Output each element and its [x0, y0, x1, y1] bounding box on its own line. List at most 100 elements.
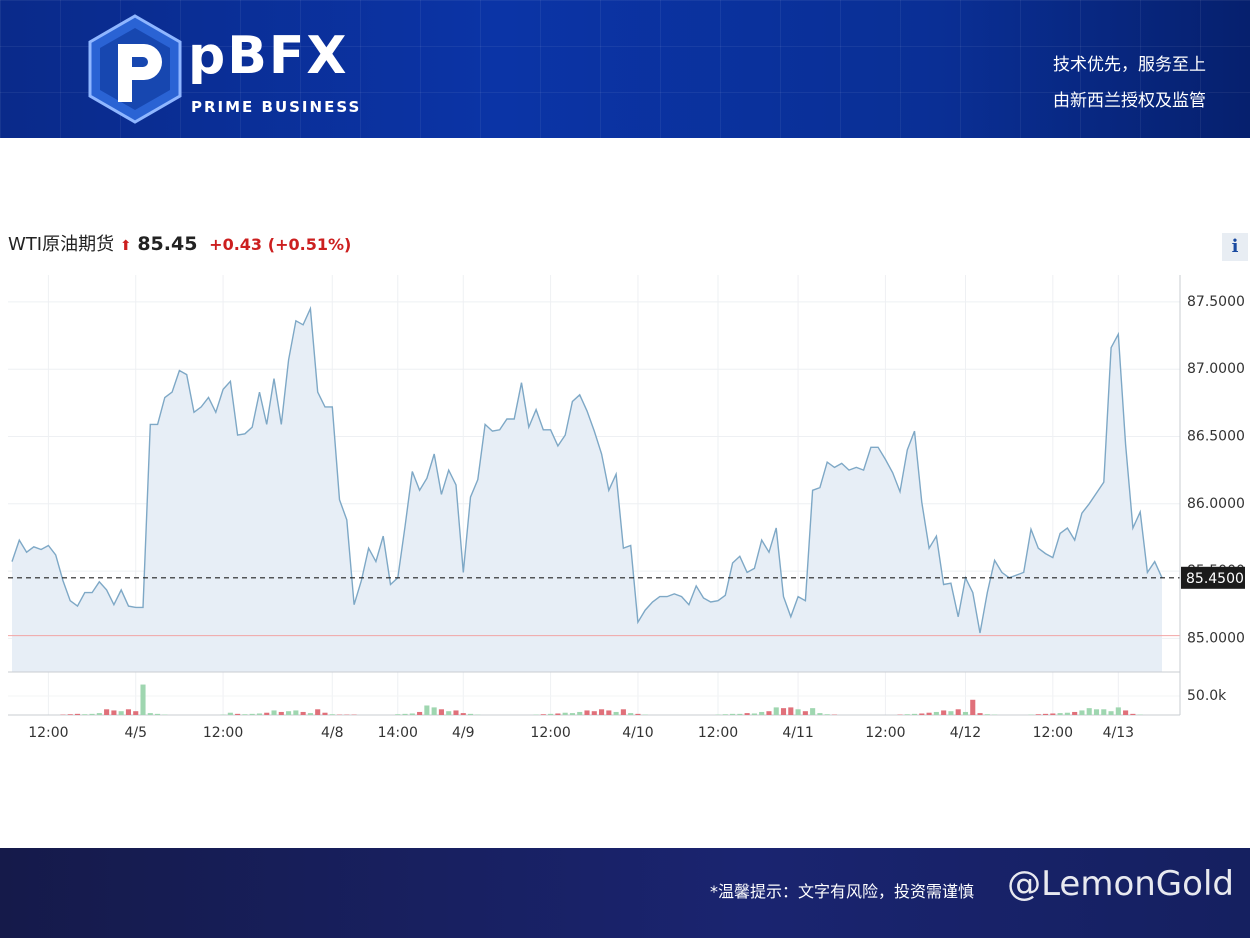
y-tick-label: 87.5000 [1187, 294, 1245, 310]
header: pBFX PRIME BUSINESS 技术优先，服务至上 由新西兰授权及监管 [0, 0, 1250, 138]
quote: WTI原油期货 ⬆ 85.45 +0.43 (+0.51%) [8, 230, 351, 256]
volume-bar [984, 714, 990, 715]
volume-bar [948, 711, 954, 715]
area [12, 308, 1162, 672]
volume-bar [140, 684, 146, 715]
volume-bar [271, 710, 277, 715]
volume-bar [904, 714, 910, 715]
volume-bar [1086, 708, 1092, 715]
volume-bar [911, 713, 918, 715]
volume-bar [941, 710, 947, 715]
volume-bar [817, 713, 823, 715]
volume-bar [315, 709, 321, 715]
volume-bar [89, 713, 95, 715]
volume-bar [1072, 711, 1078, 715]
x-tick-label: 12:00 [530, 725, 570, 741]
volume-bar [955, 709, 961, 715]
x-tick-label: 4/9 [452, 725, 475, 741]
logo-subtitle: PRIME BUSINESS [191, 98, 362, 116]
x-tick-label: 12:00 [28, 725, 68, 741]
logo-text: pBFX [188, 26, 349, 86]
volume-bar [409, 713, 415, 715]
x-tick-label: 4/12 [950, 725, 981, 741]
volume-bar [919, 713, 925, 715]
volume-bar [431, 707, 437, 715]
volume-bar [286, 711, 292, 715]
slogan: 由新西兰授权及监管 [1053, 91, 1206, 111]
volume-bar [395, 714, 401, 715]
volume-bar [227, 712, 233, 715]
volume-bar [1130, 713, 1136, 715]
volume-bar [293, 710, 299, 715]
volume-bar [933, 711, 939, 715]
volume-bar [584, 710, 590, 715]
y-tick-label: 87.0000 [1187, 361, 1245, 377]
volume-bar [264, 712, 270, 715]
y-tick-label: 85.0000 [1187, 630, 1245, 646]
volume-bar [147, 713, 153, 715]
x-tick-label: 4/11 [782, 725, 813, 741]
volume-bar [1101, 709, 1107, 715]
volume-bar [788, 707, 794, 715]
volume-bar [628, 713, 634, 715]
volume-bar [1115, 707, 1121, 715]
volume-bar [795, 709, 801, 715]
volume-bar [599, 709, 605, 715]
volume-bar [467, 713, 474, 715]
volume-bar [577, 711, 583, 715]
volume-bar [104, 709, 110, 715]
chart: 12:00 4/5 12:00 4/8 14:00 4/9 12:00 4/10 12:00 4/… [8, 275, 1245, 741]
volume-bar [322, 712, 328, 715]
volume-bar [74, 713, 81, 715]
volume-bar [606, 710, 612, 715]
footer: *温馨提示：文字有风险，投资需谨慎 @LemonGold [0, 848, 1250, 938]
x-tick-label: 12:00 [1033, 725, 1073, 741]
instrument-name: WTI原油期货 [8, 234, 115, 255]
slogan: 技术优先，服务至上 [1053, 55, 1206, 75]
volume-bar [155, 713, 161, 715]
volume-bar [1057, 713, 1063, 715]
volume-bar [635, 713, 641, 715]
volume-bar [453, 710, 459, 715]
volume-bar [824, 714, 830, 715]
price-line [11, 305, 1163, 634]
volume-bar [460, 713, 466, 715]
x-tick-label: 4/13 [1103, 725, 1134, 741]
volume-bar [307, 713, 313, 715]
volume-bar [548, 713, 554, 715]
volume-bar [300, 711, 306, 715]
volume-bar [613, 711, 619, 715]
x-tick-label: 4/10 [622, 725, 653, 741]
info-button[interactable]: i [1222, 233, 1248, 261]
volume-bar [730, 713, 736, 715]
volume-bar [1064, 712, 1070, 715]
volume-bar [562, 712, 568, 715]
logo-icon [88, 14, 182, 124]
volume-bar [446, 711, 452, 715]
volume-bar [722, 714, 728, 715]
up-arrow: ⬆ [119, 238, 132, 254]
last-price-label: 85.4500 [1186, 571, 1244, 587]
volume-bar [744, 713, 750, 715]
volume-bar [737, 713, 743, 715]
volume-bar [1050, 713, 1056, 715]
volume-bar [1042, 713, 1049, 715]
price: 85.45 [137, 233, 198, 255]
volume-bar [438, 709, 444, 715]
x-tick-label: 12:00 [698, 725, 738, 741]
volume-bar [751, 713, 757, 715]
last-price-box [1181, 566, 1245, 589]
volume-bar [424, 705, 430, 715]
volume-bar [1035, 714, 1041, 715]
change: +0.43 [209, 235, 263, 254]
volume-bar [926, 712, 932, 715]
volume-bar [1123, 710, 1129, 715]
volume-bar [96, 713, 102, 715]
volume-bar [249, 713, 255, 715]
volume-bar [555, 713, 561, 715]
x-tick-label: 12:00 [203, 725, 243, 741]
volume-bar [773, 707, 779, 715]
volume-bar [278, 711, 284, 715]
volume-bar [569, 713, 575, 715]
